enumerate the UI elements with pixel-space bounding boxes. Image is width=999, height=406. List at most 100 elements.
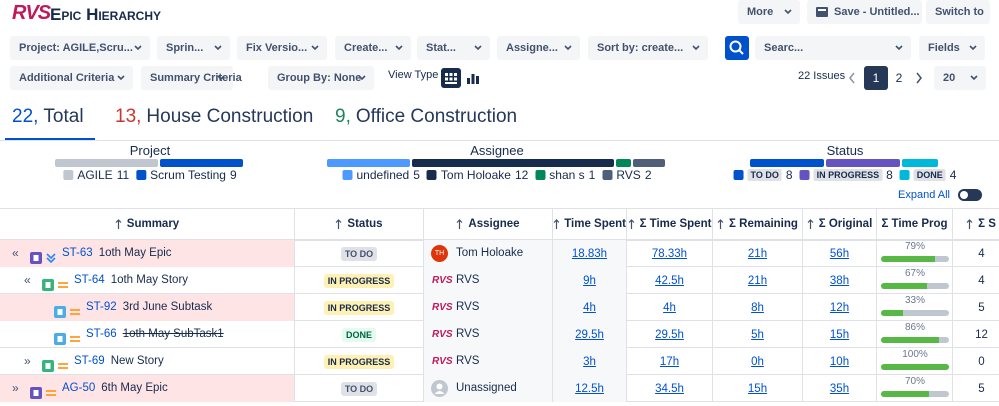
button[interactable]: Project: AGILE,Scru... xyxy=(10,36,150,60)
button[interactable]: Fields xyxy=(919,36,985,60)
view-grid[interactable] xyxy=(441,68,461,88)
summary-bar[interactable] xyxy=(412,159,614,167)
time-link[interactable]: 56h xyxy=(829,248,850,260)
issue-key[interactable]: ST-66 xyxy=(86,328,117,340)
last-value: 5 xyxy=(978,383,985,395)
button[interactable]: Switch to xyxy=(926,0,990,24)
time-link[interactable]: 17h xyxy=(659,356,680,368)
time-link[interactable]: 9h xyxy=(583,275,596,287)
summary-bar[interactable] xyxy=(902,159,938,167)
summary-bar[interactable] xyxy=(55,159,158,167)
issue-key[interactable]: ST-64 xyxy=(74,274,105,286)
column-header[interactable]: Time Spent xyxy=(553,209,627,239)
time-link[interactable]: 29.5h xyxy=(575,329,604,341)
page-1[interactable]: 1 xyxy=(864,66,888,90)
time-link[interactable]: 34.5h xyxy=(655,383,684,395)
button[interactable]: Create... xyxy=(335,36,411,60)
time-link[interactable]: 78.33h xyxy=(651,248,688,260)
time-link[interactable]: 8h xyxy=(751,302,764,314)
assignee-name: RVS xyxy=(456,274,480,286)
time-link[interactable]: 4h xyxy=(663,302,676,314)
page-2[interactable]: 2 xyxy=(895,71,903,85)
expand-toggle[interactable]: « xyxy=(24,273,31,287)
summary-bar[interactable] xyxy=(327,159,410,167)
view-chart[interactable] xyxy=(463,68,483,88)
summary-bar[interactable] xyxy=(159,159,243,167)
expand-toggle[interactable]: » xyxy=(24,354,31,368)
time-link[interactable]: 0h xyxy=(751,356,764,368)
time-link[interactable]: 15h xyxy=(829,329,850,341)
column-header[interactable]: Σ Original xyxy=(803,209,877,239)
time-link[interactable]: 18.83h xyxy=(571,248,608,260)
search-button[interactable] xyxy=(725,36,749,60)
last-value: 0 xyxy=(978,356,985,368)
time-link[interactable]: 42.5h xyxy=(655,275,684,287)
issue-key[interactable]: ST-69 xyxy=(74,355,105,367)
expand-toggle[interactable]: « xyxy=(12,246,19,260)
issue-key[interactable]: AG-50 xyxy=(62,382,96,394)
column-header[interactable]: Summary xyxy=(0,209,295,239)
column-title: Σ Time Prog xyxy=(881,218,948,230)
column-header[interactable]: Σ Remaining xyxy=(713,209,803,239)
button[interactable]: Group By: None xyxy=(268,66,374,90)
summary-bar[interactable] xyxy=(750,159,824,167)
chevron xyxy=(217,75,225,81)
assignee-name: RVS xyxy=(456,301,480,313)
legend-swatch xyxy=(63,170,74,180)
issue-key[interactable]: ST-63 xyxy=(62,247,93,259)
column-header[interactable]: Σ Time Spent xyxy=(627,209,713,239)
column-header[interactable]: Σ Time Prog xyxy=(877,209,953,239)
expand-all[interactable]: Expand All xyxy=(898,189,950,201)
button[interactable]: Searc... xyxy=(755,36,911,60)
divider xyxy=(0,140,999,141)
time-link[interactable]: 3h xyxy=(583,356,596,368)
time-link[interactable]: 38h xyxy=(829,275,850,287)
time-link[interactable]: 12.5h xyxy=(575,383,604,395)
time-cell: 12.5h xyxy=(553,375,627,402)
time-link[interactable]: 15h xyxy=(747,383,768,395)
summary-bar[interactable] xyxy=(826,159,900,167)
last-value: 5 xyxy=(978,302,985,314)
time-link[interactable]: 4h xyxy=(583,302,596,314)
page-next[interactable] xyxy=(915,72,923,87)
column-title: Time Spent xyxy=(564,218,626,230)
button[interactable]: Fix Versio... xyxy=(237,36,327,60)
button[interactable]: Sprin... xyxy=(157,36,230,60)
column-header[interactable]: Σ S xyxy=(953,209,999,239)
time-link[interactable]: 35h xyxy=(829,383,850,395)
summary-bar[interactable] xyxy=(633,159,665,167)
tab[interactable]: 13, House Construction xyxy=(115,106,313,128)
sort-arrow xyxy=(456,218,463,229)
avatar-logo: RVS xyxy=(432,302,453,313)
button[interactable]: Stat... xyxy=(417,36,490,60)
page-title: Epic Hierarchy xyxy=(50,5,162,24)
time-link[interactable]: 21h xyxy=(747,248,768,260)
summary-bar[interactable] xyxy=(616,159,631,167)
progress-label: 79% xyxy=(904,241,925,252)
time-link[interactable]: 29.5h xyxy=(655,329,684,341)
button[interactable]: 20 xyxy=(934,66,986,90)
expand-toggle[interactable]: » xyxy=(12,381,19,395)
button[interactable]: Save - Untitled... xyxy=(807,0,922,24)
tab[interactable]: 22, Total xyxy=(12,106,84,128)
progress-fill xyxy=(881,364,949,370)
time-link[interactable]: 10h xyxy=(829,356,850,368)
button[interactable]: More xyxy=(738,0,800,24)
button[interactable]: Assigne... xyxy=(497,36,580,60)
page-prev[interactable] xyxy=(848,72,856,87)
priority-icon xyxy=(57,355,69,382)
button[interactable]: Sort by: create... xyxy=(588,36,708,60)
legend-value: 8 xyxy=(886,168,893,182)
tab[interactable]: 9, Office Construction xyxy=(335,106,517,128)
time-cell: 29.5h xyxy=(627,321,713,348)
type-icon xyxy=(54,333,66,345)
time-link[interactable]: 5h xyxy=(751,329,764,341)
time-link[interactable]: 12h xyxy=(829,302,850,314)
button[interactable]: Summary Criteria xyxy=(141,66,242,90)
column-header[interactable]: Assignee xyxy=(424,209,553,239)
column-header[interactable]: Status xyxy=(295,209,424,239)
time-link[interactable]: 21h xyxy=(747,275,768,287)
toggle[interactable] xyxy=(958,189,982,201)
issue-key[interactable]: ST-92 xyxy=(86,301,117,313)
button[interactable]: Additional Criteria xyxy=(10,66,133,90)
